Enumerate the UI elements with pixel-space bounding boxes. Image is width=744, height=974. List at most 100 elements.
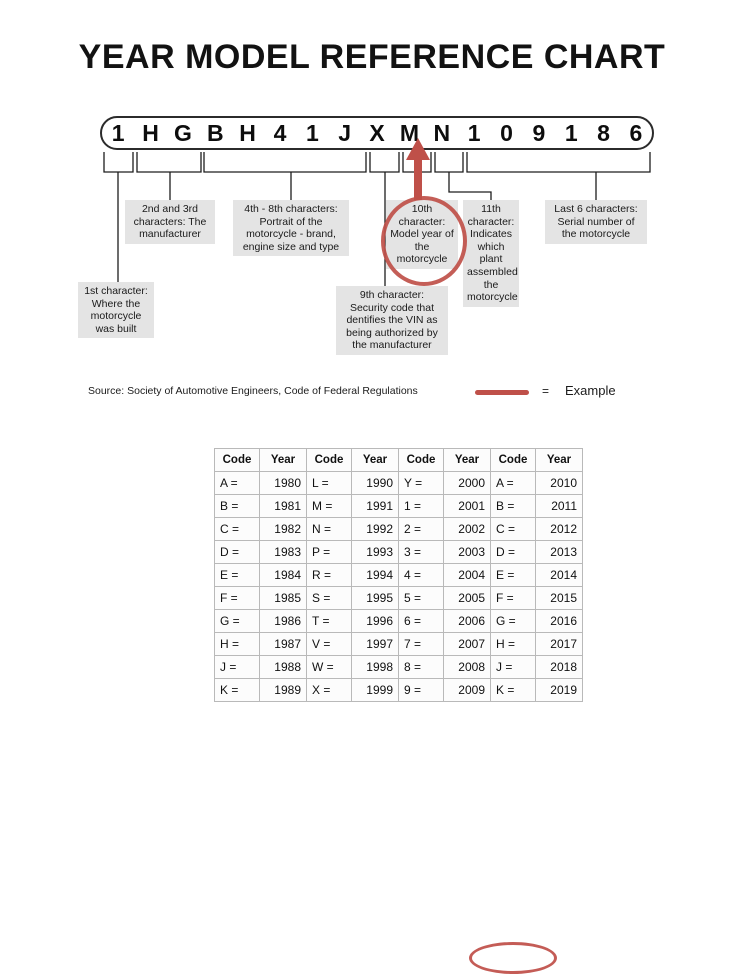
code-cell: D = (214, 540, 260, 564)
callout-second-third: 2nd and 3rd characters: The manufacturer (125, 200, 215, 244)
vin-char: X (369, 119, 385, 146)
vin-char: J (338, 119, 352, 146)
code-cell: J = (490, 655, 536, 679)
code-cell: G = (490, 609, 536, 633)
red-highlight-circle-table (469, 942, 557, 974)
vin-char: G (173, 119, 192, 146)
legend-label: Example (565, 383, 616, 398)
vin-char: 0 (500, 119, 513, 146)
code-cell: C = (490, 517, 536, 541)
col-header: Year (443, 448, 491, 472)
table-row: D = 1983 P = 1993 3 = 2003 D = 2013 (214, 540, 583, 564)
code-cell: L = (306, 471, 352, 495)
callout-first-character: 1st character: Where the motorcycle was … (78, 282, 154, 339)
table-row: H = 1987 V = 1997 7 = 2007 H = 2017 (214, 632, 583, 656)
leader-char11 (448, 172, 492, 200)
vin-char: 9 (532, 119, 546, 146)
vin-char: 1 (111, 119, 125, 146)
year-cell: 1992 (351, 517, 399, 541)
table-row: G = 1986 T = 1996 6 = 2006 G = 2016 (214, 609, 583, 633)
code-cell: W = (306, 655, 352, 679)
year-cell: 1993 (351, 540, 399, 564)
code-cell: H = (490, 632, 536, 656)
year-cell: 1994 (351, 563, 399, 587)
bracket-char23 (136, 152, 202, 173)
vin-char: N (433, 119, 451, 146)
red-highlight-circle-diagram (381, 196, 467, 286)
year-code-table-container: Code Year Code Year Code Year Code Year … (214, 448, 583, 974)
year-cell: 2010 (535, 471, 583, 495)
vin-char: 1 (305, 119, 319, 146)
year-cell: 2005 (443, 586, 491, 610)
table-row: B = 1981 M = 1991 1 = 2001 B = 2011 (214, 494, 583, 518)
table-body: A = 1980 L = 1990 Y = 2000 A = 2010 B = 1981 M = 19… (214, 471, 583, 702)
year-cell: 2015 (535, 586, 583, 610)
code-cell: A = (214, 471, 260, 495)
col-header: Code (490, 448, 536, 472)
year-cell: 1981 (259, 494, 307, 518)
vin-char: H (239, 119, 256, 146)
code-cell: R = (306, 563, 352, 587)
table-header-row: Code Year Code Year Code Year Code Year (214, 448, 583, 472)
code-cell: E = (490, 563, 536, 587)
vin-char: B (206, 119, 224, 146)
code-cell: J = (214, 655, 260, 679)
year-cell: 2002 (443, 517, 491, 541)
year-cell: 2006 (443, 609, 491, 633)
code-cell: H = (214, 632, 260, 656)
bracket-char9 (369, 152, 400, 173)
year-cell: 2017 (535, 632, 583, 656)
callout-fourth-eighth: 4th - 8th characters: Portrait of the mo… (233, 200, 349, 257)
code-cell: G = (214, 609, 260, 633)
year-cell: 1995 (351, 586, 399, 610)
year-cell: 1986 (259, 609, 307, 633)
year-cell: 2003 (443, 540, 491, 564)
year-cell: 1988 (259, 655, 307, 679)
year-cell: 1998 (351, 655, 399, 679)
year-cell: 2014 (535, 563, 583, 587)
code-cell: K = (214, 678, 260, 702)
code-cell: F = (214, 586, 260, 610)
code-cell: X = (306, 678, 352, 702)
year-cell: 2009 (443, 678, 491, 702)
col-header: Code (214, 448, 260, 472)
code-cell: F = (490, 586, 536, 610)
table-row: C = 1982 N = 1992 2 = 2002 C = 2012 (214, 517, 583, 541)
source-text: Source: Society of Automotive Engineers,… (88, 385, 418, 397)
year-cell: 1996 (351, 609, 399, 633)
legend-equals: = (542, 384, 550, 398)
code-cell: E = (214, 563, 260, 587)
code-cell: 3 = (398, 540, 444, 564)
year-cell: 1999 (351, 678, 399, 702)
vin-capsule: 1 H G B H 4 1 J X M N 1 0 9 1 8 6 (100, 116, 654, 150)
page-title: YEAR MODEL REFERENCE CHART (78, 38, 666, 76)
col-header: Code (398, 448, 444, 472)
year-cell: 1980 (259, 471, 307, 495)
vin-char-highlighted: M (399, 119, 419, 146)
code-cell: 8 = (398, 655, 444, 679)
vin-char: 1 (467, 119, 481, 146)
year-cell: 1989 (259, 678, 307, 702)
year-cell: 2011 (535, 494, 583, 518)
year-code-table: Code Year Code Year Code Year Code Year … (214, 448, 583, 702)
bracket-char1 (103, 152, 134, 173)
code-cell: 6 = (398, 609, 444, 633)
bracket-char48 (203, 152, 367, 173)
year-cell: 1991 (351, 494, 399, 518)
vin-char: 4 (273, 119, 287, 146)
year-cell: 1985 (259, 586, 307, 610)
callout-eleventh-character: 11th character: Indicates which plant as… (463, 200, 519, 307)
year-cell: 1982 (259, 517, 307, 541)
code-cell: M = (306, 494, 352, 518)
vin-char: 1 (564, 119, 578, 146)
year-cell: 2012 (535, 517, 583, 541)
year-cell: 2001 (443, 494, 491, 518)
year-cell: 2007 (443, 632, 491, 656)
code-cell: D = (490, 540, 536, 564)
year-cell: 2016 (535, 609, 583, 633)
table-row: E = 1984 R = 1994 4 = 2004 E = 2014 (214, 563, 583, 587)
code-cell: B = (214, 494, 260, 518)
callout-last-six: Last 6 characters: Serial number of the … (545, 200, 647, 244)
code-cell: K = (490, 678, 536, 702)
year-cell: 2004 (443, 563, 491, 587)
